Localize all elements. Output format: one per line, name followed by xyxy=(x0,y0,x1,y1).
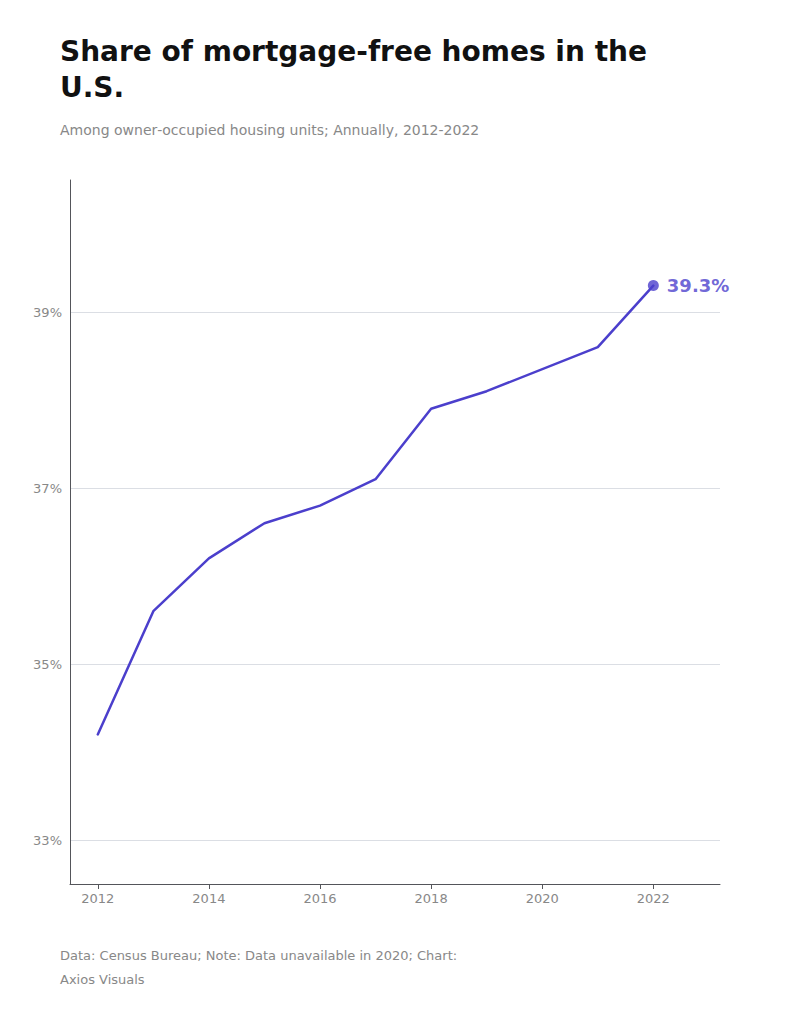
svg-text:2018: 2018 xyxy=(415,891,448,906)
svg-text:Share of mortgage‑free homes i: Share of mortgage‑free homes in the xyxy=(60,35,647,68)
svg-text:Data: Census Bureau; Note: Dat: Data: Census Bureau; Note: Data unavaila… xyxy=(60,948,457,963)
svg-text:U.S.: U.S. xyxy=(60,71,124,104)
svg-text:2020: 2020 xyxy=(526,891,559,906)
svg-text:Among owner‑occupied housing u: Among owner‑occupied housing units; Annu… xyxy=(60,122,479,138)
svg-text:33%: 33% xyxy=(33,833,62,848)
svg-text:Axios Visuals: Axios Visuals xyxy=(60,972,145,987)
svg-text:2016: 2016 xyxy=(303,891,336,906)
svg-text:39.3%: 39.3% xyxy=(667,275,729,296)
svg-text:2014: 2014 xyxy=(192,891,225,906)
svg-text:2012: 2012 xyxy=(81,891,114,906)
svg-text:37%: 37% xyxy=(33,481,62,496)
svg-text:35%: 35% xyxy=(33,657,62,672)
svg-text:39%: 39% xyxy=(33,305,62,320)
svg-text:2022: 2022 xyxy=(637,891,670,906)
